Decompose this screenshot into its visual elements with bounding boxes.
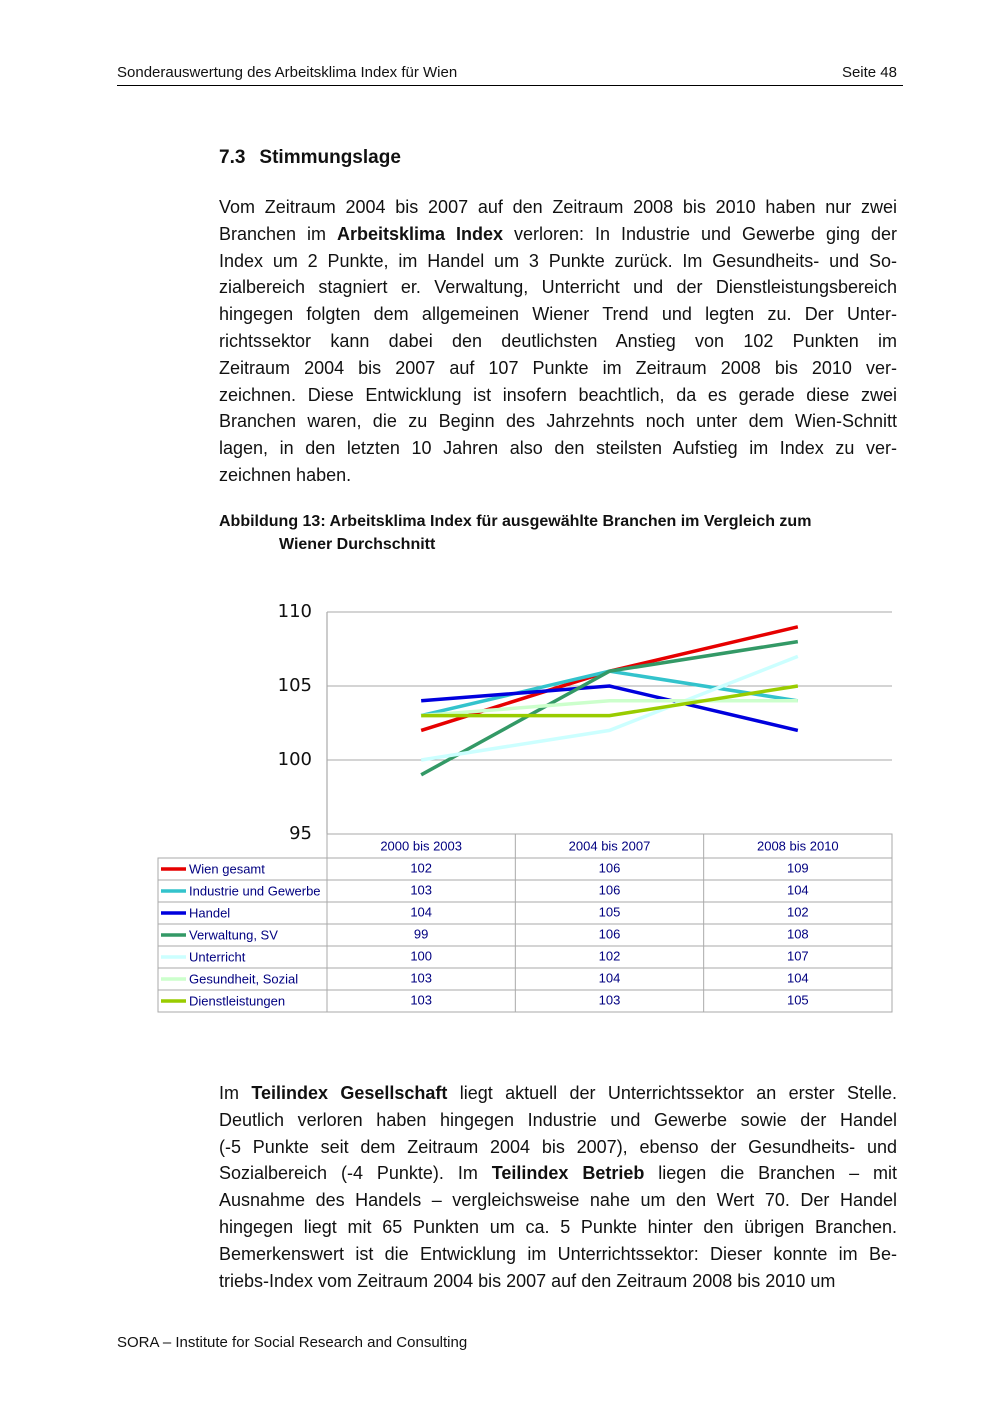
text: zeichnen. Diese Entwicklung ist insofern…: [219, 384, 897, 405]
text-line: Im Teilindex Gesellschaft liegt aktuell …: [219, 1080, 897, 1107]
text: (-5 Punkte seit dem Zeitraum 2004 bis 20…: [219, 1136, 897, 1157]
text: Branchen waren, die zu Beginn des Jahrze…: [219, 411, 897, 432]
text-line: richtssektor kann dabei den deutlichsten…: [219, 328, 897, 355]
table-value: 103: [599, 992, 621, 1007]
table-value: 106: [599, 882, 621, 897]
text-line: zialbereich stagniert er. Verwaltung, Un…: [219, 274, 897, 301]
text-line: Index um 2 Punkte, im Handel um 3 Punkte…: [219, 248, 897, 275]
text: triebs-Index vom Zeitraum 2004 bis 2007 …: [219, 1270, 836, 1291]
text: Deutlich verloren haben hingegen Industr…: [219, 1109, 897, 1130]
text-line: zeichnen. Diese Entwicklung ist insofern…: [219, 382, 897, 409]
legend-label: Gesundheit, Sozial: [189, 971, 298, 986]
y-tick-label: 95: [289, 823, 312, 844]
series-line: [421, 699, 798, 718]
table-value: 108: [787, 926, 809, 941]
paragraph: Im Teilindex Gesellschaft liegt aktuell …: [219, 1080, 897, 1294]
table-value: 104: [410, 904, 432, 919]
text: Im: [219, 1083, 252, 1103]
x-tick-label: 2000 bis 2003: [380, 838, 462, 853]
caption-line: Wiener Durchschnitt: [279, 536, 436, 553]
text: Zeitraum 2004 bis 2007 auf 107 Punkte im…: [219, 357, 897, 378]
text-line: (-5 Punkte seit dem Zeitraum 2004 bis 20…: [219, 1134, 897, 1161]
table-value: 107: [787, 948, 809, 963]
text-line: lagen, in den letzten 10 Jahren also den…: [219, 435, 897, 462]
text: Bemerkenswert ist die Entwicklung im Unt…: [219, 1243, 897, 1264]
text-line: Branchen waren, die zu Beginn des Jahrze…: [219, 408, 897, 435]
figure-caption: Abbildung 13: Arbeitsklima Index für aus…: [219, 510, 811, 556]
bold-text: Teilindex Betrieb: [491, 1163, 645, 1184]
table-value: 103: [410, 882, 432, 897]
table-value: 105: [787, 992, 809, 1007]
table-value: 106: [599, 926, 621, 941]
table-value: 103: [410, 992, 432, 1007]
table-value: 103: [410, 970, 432, 985]
text: liegen die Branchen – mit: [644, 1163, 898, 1184]
text: Vom Zeitraum 2004 bis 2007 auf den Zeitr…: [219, 197, 897, 217]
bold-text: Arbeitsklima Index: [336, 223, 504, 244]
table-value: 99: [414, 926, 428, 941]
text: liegt aktuell der Unterrichtssektor an e…: [447, 1083, 898, 1103]
text-line: hingegen folgten dem allgemeinen Wiener …: [219, 301, 897, 328]
legend-label: Verwaltung, SV: [189, 927, 278, 942]
text: richtssektor kann dabei den deutlichsten…: [219, 330, 897, 351]
section-heading: 7.3 Stimmungslage: [219, 147, 401, 169]
y-tick-label: 110: [278, 601, 312, 622]
text: zialbereich stagniert er. Verwaltung, Un…: [219, 277, 897, 298]
legend-label: Dienstleistungen: [189, 993, 285, 1008]
page-number: Seite 48: [841, 64, 897, 81]
y-tick-label: 100: [278, 749, 312, 770]
text-line: Ausnahme des Handels – vergleichsweise n…: [219, 1187, 897, 1214]
text: hingegen liegt mit 65 Punkten um ca. 5 P…: [219, 1216, 897, 1237]
legend-label: Wien gesamt: [189, 861, 265, 876]
caption-line: Abbildung 13: Arbeitsklima Index für aus…: [219, 513, 812, 530]
table-value: 104: [787, 882, 809, 897]
text-line: Vom Zeitraum 2004 bis 2007 auf den Zeitr…: [219, 194, 897, 221]
text-line: Deutlich verloren haben hingegen Industr…: [219, 1107, 897, 1134]
table-value: 100: [410, 948, 432, 963]
text: Sozialbereich (-4 Punkte). Im: [219, 1163, 492, 1184]
header-title: Sonderauswertung des Arbeitsklima Index …: [117, 64, 458, 81]
text: Index um 2 Punkte, im Handel um 3 Punkte…: [219, 250, 897, 271]
legend-label: Industrie und Gewerbe: [189, 883, 321, 898]
page-footer: SORA – Institute for Social Research and…: [117, 1334, 468, 1351]
text-line: Branchen im Arbeitsklima Index verloren:…: [219, 221, 897, 248]
table-value: 104: [787, 970, 809, 985]
page-header: Sonderauswertung des Arbeitsklima Index …: [117, 64, 903, 86]
x-tick-label: 2004 bis 2007: [569, 838, 651, 853]
text-line: Sozialbereich (-4 Punkte). Im Teilindex …: [219, 1160, 897, 1187]
text-line: triebs-Index vom Zeitraum 2004 bis 2007 …: [219, 1268, 897, 1295]
text-line: Zeitraum 2004 bis 2007 auf 107 Punkte im…: [219, 355, 897, 382]
section-title: Stimmungslage: [259, 147, 401, 168]
table-value: 105: [599, 904, 621, 919]
text: verloren: In Industrie und Gewerbe ging …: [503, 223, 897, 244]
legend-label: Handel: [189, 905, 230, 920]
table-value: 106: [599, 860, 621, 875]
text: Branchen im: [219, 223, 337, 244]
series-line: [421, 684, 799, 718]
series-line: [420, 654, 799, 762]
text-line: Bemerkenswert ist die Entwicklung im Unt…: [219, 1241, 897, 1268]
paragraph: Vom Zeitraum 2004 bis 2007 auf den Zeitr…: [219, 194, 897, 489]
text: hingegen folgten dem allgemeinen Wiener …: [219, 304, 897, 325]
text: zeichnen haben.: [219, 464, 352, 485]
y-tick-label: 105: [278, 675, 312, 696]
bold-text: Teilindex Gesellschaft: [251, 1083, 448, 1103]
text: Ausnahme des Handels – vergleichsweise n…: [219, 1190, 897, 1211]
text-line: zeichnen haben.: [219, 462, 897, 489]
section-number: 7.3: [219, 147, 246, 168]
table-value: 102: [787, 904, 809, 919]
table-value: 102: [599, 948, 621, 963]
table-value: 102: [410, 860, 432, 875]
text: lagen, in den letzten 10 Jahren also den…: [219, 438, 897, 459]
series-line: [421, 684, 799, 733]
table-value: 104: [599, 970, 621, 985]
x-tick-label: 2008 bis 2010: [757, 838, 839, 853]
table-value: 109: [787, 860, 809, 875]
legend-label: Unterricht: [189, 949, 246, 964]
series-line: [420, 639, 799, 777]
text-line: hingegen liegt mit 65 Punkten um ca. 5 P…: [219, 1214, 897, 1241]
